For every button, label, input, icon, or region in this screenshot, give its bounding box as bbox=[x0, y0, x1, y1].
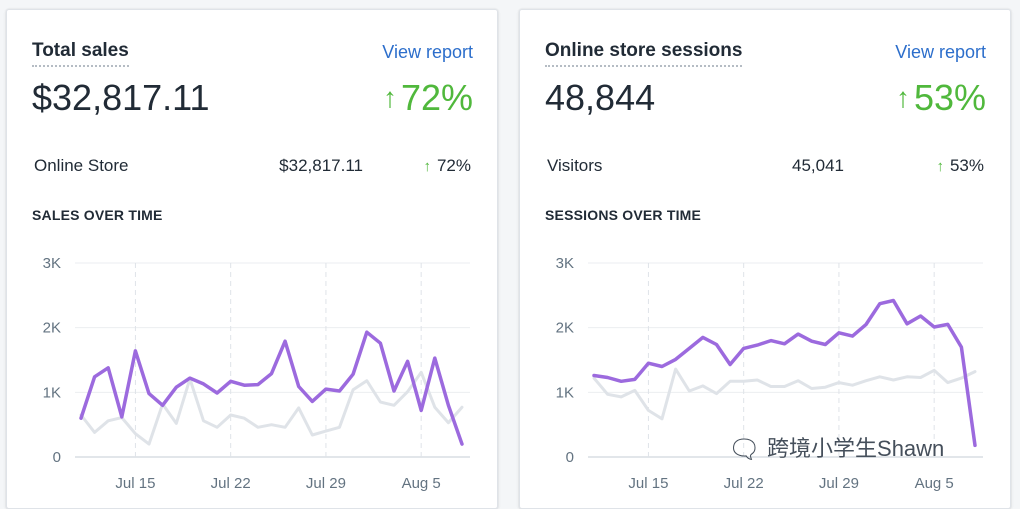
current-period-line bbox=[79, 330, 464, 446]
online-store-change: ↑ 72% bbox=[423, 156, 471, 177]
y-tick-label: 3K bbox=[556, 255, 574, 272]
previous-period-line bbox=[79, 370, 464, 446]
sales-over-time-chart: 3K 2K 1K 0 Jul 15 Jul 22 Jul 29 Aug 5 bbox=[43, 255, 470, 492]
y-tick-label: 2K bbox=[556, 320, 574, 337]
previous-period-line bbox=[592, 367, 977, 421]
sessions-view-report-link[interactable]: View report bbox=[895, 42, 986, 62]
sessions-change: ↑ 53% bbox=[896, 76, 986, 120]
y-tick-label: 0 bbox=[53, 449, 61, 466]
total-sales-change-value: 72% bbox=[400, 77, 473, 118]
total-sales-change: ↑ 72% bbox=[383, 76, 473, 120]
sessions-value: 48,844 bbox=[545, 77, 656, 118]
online-store-sessions-card: Online store sessions View report 48,844… bbox=[519, 9, 1011, 509]
arrow-up-icon: ↑ bbox=[382, 82, 397, 113]
sales-view-report-link[interactable]: View report bbox=[382, 42, 473, 62]
watermark: 🗨 跨境小学生Shawn bbox=[728, 434, 944, 464]
y-tick-label: 1K bbox=[43, 384, 61, 401]
visitors-change: ↑ 53% bbox=[936, 156, 984, 177]
x-tick-label: Jul 22 bbox=[724, 475, 764, 492]
online-store-label: Online Store bbox=[34, 156, 129, 175]
watermark-text: 跨境小学生Shawn bbox=[767, 436, 945, 461]
arrow-up-icon: ↑ bbox=[895, 82, 910, 113]
x-tick-label: Aug 5 bbox=[402, 475, 441, 492]
arrow-up-icon: ↑ bbox=[936, 158, 944, 175]
total-sales-card: Total sales View report $32,817.11 ↑ 72% … bbox=[6, 9, 498, 509]
sessions-change-value: 53% bbox=[913, 77, 986, 118]
total-sales-value: $32,817.11 bbox=[32, 77, 210, 118]
y-tick-label: 1K bbox=[556, 384, 574, 401]
x-tick-label: Jul 22 bbox=[211, 475, 251, 492]
x-tick-label: Jul 29 bbox=[819, 475, 859, 492]
visitors-label: Visitors bbox=[547, 156, 603, 175]
visitors-value: 45,041 bbox=[792, 156, 844, 175]
online-store-change-value: 72% bbox=[436, 156, 471, 175]
current-period-line bbox=[592, 298, 977, 448]
x-tick-label: Jul 29 bbox=[306, 475, 346, 492]
total-sales-title[interactable]: Total sales bbox=[32, 40, 129, 67]
sales-over-time-heading: SALES OVER TIME bbox=[32, 207, 163, 223]
y-tick-label: 0 bbox=[566, 449, 574, 466]
x-tick-label: Jul 15 bbox=[115, 475, 155, 492]
y-tick-label: 3K bbox=[43, 255, 61, 272]
sessions-over-time-chart: 3K 2K 1K 0 Jul 15 Jul 22 Jul 29 Aug 5 bbox=[556, 255, 983, 492]
visitors-change-value: 53% bbox=[949, 156, 984, 175]
y-tick-label: 2K bbox=[43, 320, 61, 337]
x-tick-label: Jul 15 bbox=[628, 475, 668, 492]
x-tick-label: Aug 5 bbox=[915, 475, 954, 492]
wechat-icon: 🗨 bbox=[728, 434, 762, 464]
online-store-sessions-title[interactable]: Online store sessions bbox=[545, 40, 743, 67]
arrow-up-icon: ↑ bbox=[423, 158, 431, 175]
sessions-over-time-heading: SESSIONS OVER TIME bbox=[545, 207, 702, 223]
online-store-value: $32,817.11 bbox=[279, 156, 363, 175]
